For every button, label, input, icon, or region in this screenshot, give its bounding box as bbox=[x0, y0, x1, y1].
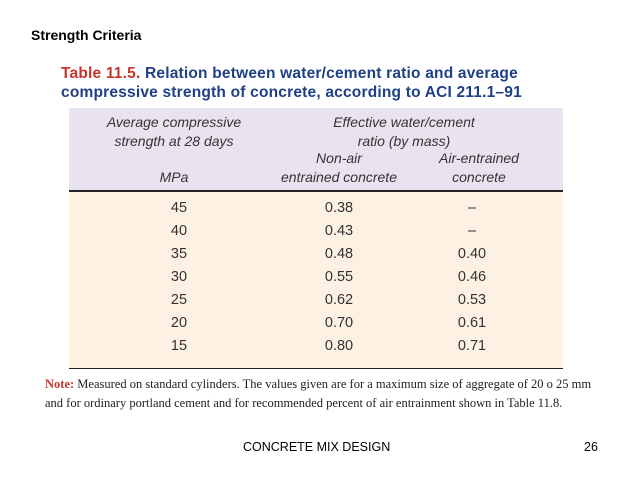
cell-air: 0.71 bbox=[457, 338, 487, 354]
table-row: 25 0.62 0.53 bbox=[69, 290, 563, 313]
header-air-entrained: Air-entrained concrete bbox=[419, 149, 539, 187]
table-row: 30 0.55 0.46 bbox=[69, 267, 563, 290]
cell-air: 0.46 bbox=[457, 269, 487, 285]
cell-air: 0.40 bbox=[457, 246, 487, 262]
header-strength: Average compressive strength at 28 days bbox=[89, 113, 259, 151]
header-non-air-line2: entrained concrete bbox=[281, 169, 397, 185]
cell-strength: 25 bbox=[170, 292, 188, 308]
cell-air: 0.61 bbox=[457, 315, 487, 331]
table-note: Note: Measured on standard cylinders. Th… bbox=[45, 375, 600, 413]
header-ratio-line2: ratio (by mass) bbox=[357, 133, 451, 149]
strength-table: Average compressive strength at 28 days … bbox=[69, 108, 563, 369]
table-row: 20 0.70 0.61 bbox=[69, 313, 563, 336]
header-air-line1: Air-entrained bbox=[439, 150, 519, 166]
header-ratio: Effective water/cement ratio (by mass) bbox=[314, 113, 494, 151]
cell-non-air: 0.62 bbox=[324, 292, 354, 308]
table-bottom-rule bbox=[69, 368, 563, 369]
note-text: Measured on standard cylinders. The valu… bbox=[45, 377, 592, 410]
cell-non-air: 0.38 bbox=[324, 200, 354, 216]
table-caption-text: Relation between water/cement ratio and … bbox=[61, 65, 522, 101]
cell-non-air: 0.43 bbox=[324, 223, 354, 239]
table-body: 45 0.38 – 40 0.43 – 35 0.48 0.40 30 0.55… bbox=[69, 198, 563, 359]
cell-strength: 20 bbox=[170, 315, 188, 331]
table-header-background bbox=[69, 108, 563, 190]
table-caption: Table 11.5. Relation between water/cemen… bbox=[61, 64, 601, 102]
cell-non-air: 0.70 bbox=[324, 315, 354, 331]
cell-air: – bbox=[467, 223, 477, 239]
cell-strength: 40 bbox=[170, 223, 188, 239]
header-non-air-line1: Non-air bbox=[316, 150, 362, 166]
header-non-air: Non-air entrained concrete bbox=[269, 149, 409, 187]
table-body-background bbox=[69, 191, 563, 369]
cell-strength: 15 bbox=[170, 338, 188, 354]
header-air-line2: concrete bbox=[452, 169, 506, 185]
table-row: 40 0.43 – bbox=[69, 221, 563, 244]
note-label: Note: bbox=[45, 377, 75, 391]
cell-strength: 35 bbox=[170, 246, 188, 262]
table-caption-tag: Table 11.5. bbox=[61, 65, 141, 82]
table-row: 35 0.48 0.40 bbox=[69, 244, 563, 267]
table-row: 15 0.80 0.71 bbox=[69, 336, 563, 359]
cell-air: – bbox=[467, 200, 477, 216]
cell-strength: 30 bbox=[170, 269, 188, 285]
cell-air: 0.53 bbox=[457, 292, 487, 308]
slide-footer: CONCRETE MIX DESIGN bbox=[243, 440, 391, 454]
header-strength-unit: MPa bbox=[159, 169, 189, 185]
table-row: 45 0.38 – bbox=[69, 198, 563, 221]
header-divider bbox=[69, 190, 563, 192]
slide-title: Strength Criteria bbox=[31, 27, 142, 43]
cell-non-air: 0.48 bbox=[324, 246, 354, 262]
cell-non-air: 0.80 bbox=[324, 338, 354, 354]
header-strength-line1: Average compressive bbox=[106, 114, 242, 130]
cell-strength: 45 bbox=[170, 200, 188, 216]
header-ratio-line1: Effective water/cement bbox=[333, 114, 475, 130]
cell-non-air: 0.55 bbox=[324, 269, 354, 285]
page-number: 26 bbox=[584, 440, 598, 454]
header-strength-line2: strength at 28 days bbox=[114, 133, 234, 149]
